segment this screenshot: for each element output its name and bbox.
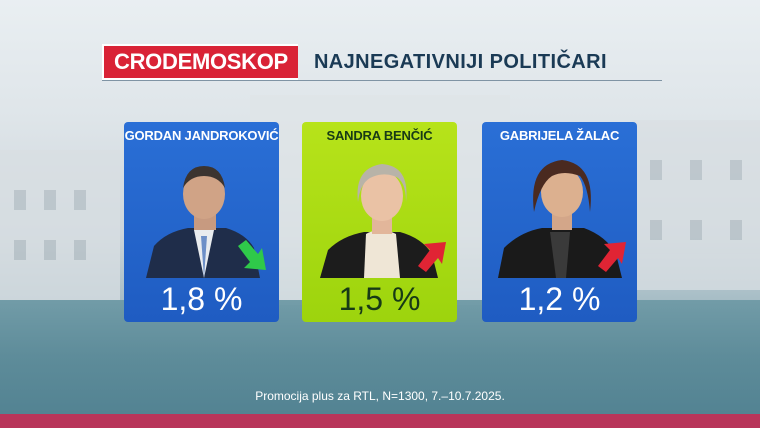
- trend-up-icon: [418, 242, 446, 272]
- trend-down-icon: [238, 240, 266, 270]
- header-divider: [102, 80, 662, 81]
- politician-card: GABRIJELA ŽALAC 1,2 %: [482, 122, 637, 322]
- background-building-right: [630, 120, 760, 290]
- politician-photo: [314, 150, 449, 278]
- politician-name: GORDAN JANDROKOVIĆ: [124, 128, 279, 143]
- politician-card: SANDRA BENČIĆ 1,5 %: [302, 122, 457, 322]
- background-building-left: [0, 150, 120, 300]
- page-title: NAJNEGATIVNIJI POLITIČARI: [313, 50, 607, 73]
- header: CRODEMOSKOP NAJNEGATIVNIJI POLITIČARI: [102, 44, 623, 80]
- trend-up-icon: [598, 242, 626, 272]
- percentage-value: 1,5 %: [338, 281, 421, 317]
- politician-name: SANDRA BENČIĆ: [326, 128, 433, 143]
- brand-logo: CRODEMOSKOP: [102, 44, 298, 80]
- politician-card: GORDAN JANDROKOVIĆ 1,8 %: [124, 122, 279, 322]
- bottom-bar: [0, 414, 760, 428]
- percentage-value: 1,8 %: [160, 281, 243, 317]
- source-footnote: Promocija plus za RTL, N=1300, 7.–10.7.2…: [255, 389, 505, 403]
- politician-photo: [136, 150, 271, 278]
- politician-name: GABRIJELA ŽALAC: [499, 128, 620, 143]
- politician-photo: [494, 150, 629, 278]
- percentage-value: 1,2 %: [518, 281, 601, 317]
